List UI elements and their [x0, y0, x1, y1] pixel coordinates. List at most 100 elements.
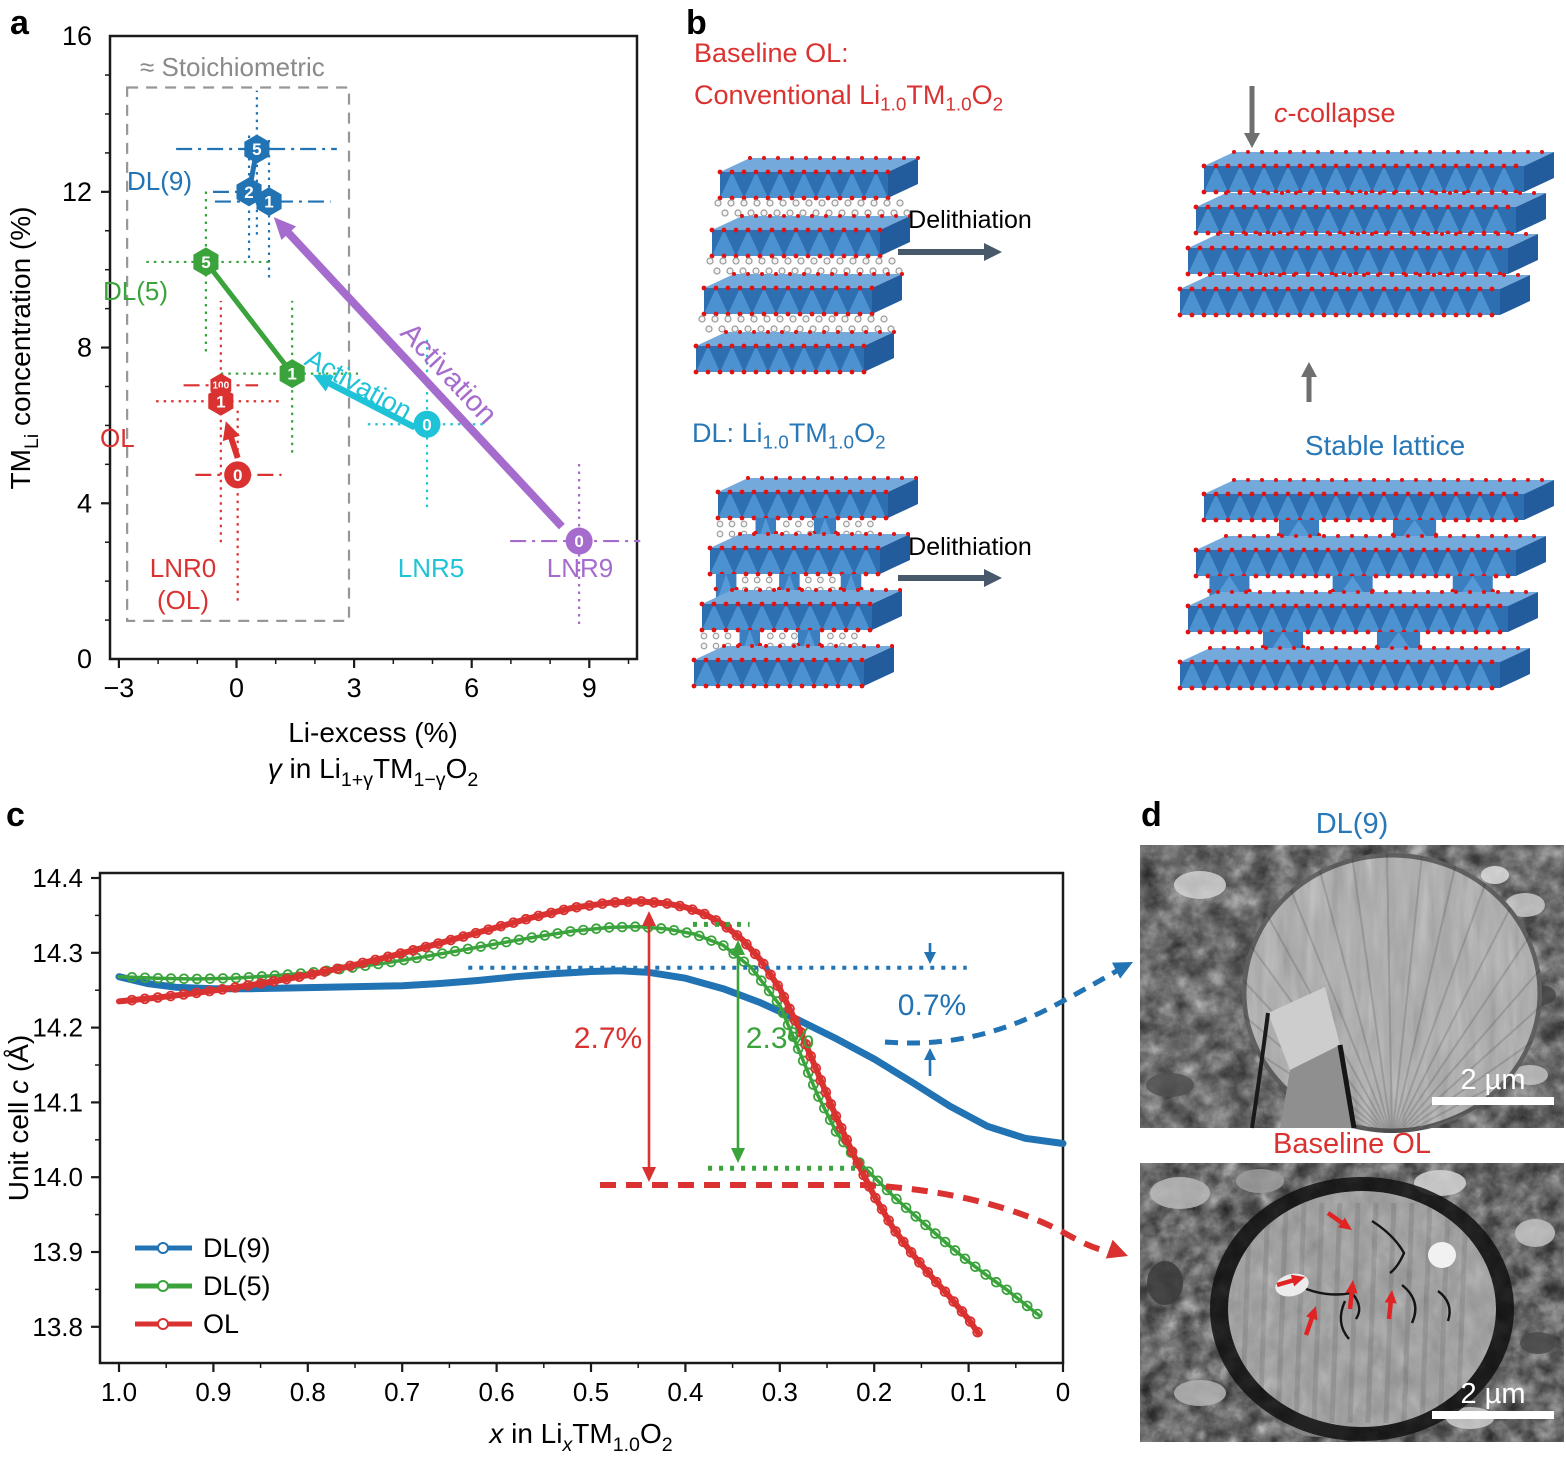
marker-DL(5)-1: 1	[279, 359, 305, 389]
panel-b-structure-diagram	[691, 86, 1554, 691]
marker-DL(9)-1: 1	[256, 187, 282, 217]
structure-ol-pristine	[693, 156, 920, 375]
legend-DL(9): DL(9)	[203, 1233, 271, 1263]
c-collapse-up-arrow	[1301, 362, 1317, 402]
stoichiometric-box	[126, 86, 351, 622]
y-tick-label: 12	[62, 177, 92, 207]
green-percent-arrow	[731, 940, 745, 1163]
sem-image-baseline-ol: 2 µm	[1140, 1163, 1564, 1442]
crack-arrow	[1345, 1280, 1358, 1310]
c-collapse-label: c-collapse	[1274, 98, 1396, 128]
sem-top-title: DL(9)	[1315, 808, 1389, 840]
c-collapse-down-arrow	[1244, 86, 1260, 148]
svg-text:5: 5	[252, 140, 261, 159]
svg-text:1: 1	[264, 193, 273, 212]
blue-down-arrow	[924, 943, 936, 964]
svg-text:2: 2	[244, 183, 253, 202]
x-tick-label: 0	[229, 673, 244, 703]
svg-text:0: 0	[422, 415, 431, 434]
x-axis-label: x in LixTM1.0O2	[487, 1418, 672, 1456]
green-percent-label: 2.3%	[746, 1022, 814, 1055]
y-tick-label: 16	[62, 21, 92, 51]
crack	[1339, 1300, 1350, 1340]
activation-label-purple: Activation	[394, 317, 503, 431]
label-LNR0: LNR0	[150, 553, 216, 583]
scale-label: 2 µm	[1460, 1064, 1525, 1096]
x-axis-formula: γ in Li1+γTM1−γO2	[268, 753, 479, 791]
y-tick-label: 0	[77, 644, 92, 674]
marker-LNR9-0: 0	[565, 527, 593, 555]
y-tick-label: 14.0	[32, 1162, 83, 1192]
svg-text:1: 1	[287, 365, 296, 384]
svg-text:0: 0	[233, 466, 242, 485]
line-DL(5)	[203, 260, 295, 376]
sem-fragment	[1268, 987, 1340, 1070]
annotations	[468, 921, 967, 1171]
x-tick-label: 0.4	[667, 1377, 703, 1407]
marker-DL(9)-2: 2	[236, 177, 262, 207]
x-tick-label: 0.8	[290, 1377, 326, 1407]
blue-percent-label: 0.7%	[898, 989, 966, 1022]
marker-DL(9)-5: 5	[244, 134, 270, 164]
crack	[1437, 1290, 1451, 1322]
crack-arrow	[1326, 1211, 1352, 1230]
baseline-ol-title: Baseline OL:	[694, 38, 849, 68]
sem-image-dl9: 2 µm	[1140, 845, 1564, 1133]
x-tick-label: 0	[1056, 1377, 1070, 1407]
x-tick-label: −3	[104, 673, 135, 703]
label-LNR9: LNR9	[547, 553, 613, 583]
svg-text:0: 0	[574, 532, 583, 551]
y-tick-label: 13.8	[32, 1312, 83, 1342]
panel-c-axes: 1.0 0.9 0.8 0.7 0.6 0.5 0.4 0.3 0.2 0.1 0 14.4 14.3 1…	[3, 863, 1070, 1456]
legend-OL: OL	[203, 1309, 239, 1339]
label-(OL): (OL)	[157, 585, 209, 615]
red-percent-label: 2.7%	[574, 1022, 642, 1055]
red-percent-arrow	[642, 911, 656, 1182]
y-tick-label: 13.9	[32, 1237, 83, 1267]
marker-LNR0 (OL)-0: 0	[224, 461, 252, 489]
label-DL(5): DL(5)	[103, 276, 168, 306]
legend: DL(9) DL(5) OL	[135, 1233, 271, 1339]
structure-dl-pristine	[691, 476, 918, 689]
panel-d-letter: d	[1141, 796, 1162, 834]
y-axis-label: Unit cell c (Å)	[3, 1035, 34, 1201]
y-tick-label: 14.4	[32, 863, 83, 893]
delithiation-label-bottom: Delithiation	[908, 533, 1032, 561]
dl-formula: DL: Li1.0TM1.0O2	[692, 418, 886, 454]
x-tick-label: 0.2	[856, 1377, 892, 1407]
structure-ol-collapsed	[1177, 150, 1554, 318]
x-tick-label: 9	[582, 673, 597, 703]
y-axis-label: TMLi concentration (%)	[5, 207, 43, 490]
curve-DL(9)	[115, 967, 1067, 1147]
structure-dl-delithiated	[1177, 478, 1554, 691]
y-tick-label: 4	[77, 488, 92, 518]
panel-c-letter: c	[6, 796, 25, 834]
delithiation-arrow-top	[898, 243, 1002, 261]
sem-particle	[1228, 1191, 1496, 1427]
scale-bar	[1432, 1411, 1554, 1419]
x-axis-label: Li-excess (%)	[288, 717, 458, 748]
cyan-activation-arrow	[312, 374, 417, 431]
marker-DL(5)-5: 5	[193, 247, 219, 277]
x-tick-label: 0.9	[195, 1377, 231, 1407]
blue-up-arrow	[924, 1048, 936, 1076]
x-tick-label: 0.6	[479, 1377, 515, 1407]
svg-text:100: 100	[212, 380, 229, 391]
legend-DL(5): DL(5)	[203, 1271, 271, 1301]
x-tick-label: 0.3	[762, 1377, 798, 1407]
panel-c-line-chart: 1.0 0.9 0.8 0.7 0.6 0.5 0.4 0.3 0.2 0.1 0 14.4 14.3 1…	[3, 863, 1070, 1456]
crack	[1401, 1284, 1417, 1324]
sem-bottom-title: Baseline OL	[1273, 1128, 1431, 1160]
label-DL(9): DL(9)	[127, 166, 192, 196]
crack-arrow	[1384, 1290, 1397, 1320]
red-activation-arrow	[222, 421, 241, 459]
stable-lattice-label: Stable lattice	[1304, 430, 1466, 461]
scale-bar	[1432, 1097, 1554, 1105]
panel-b-letter: b	[686, 4, 707, 42]
delithiation-label-top: Delithiation	[908, 206, 1032, 234]
y-tick-label: 14.1	[32, 1087, 83, 1117]
y-tick-label: 8	[77, 333, 92, 363]
